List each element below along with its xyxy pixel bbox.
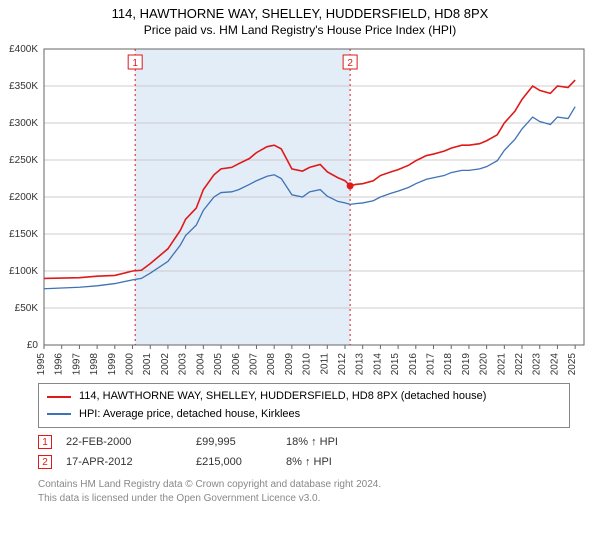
svg-text:2006: 2006	[231, 353, 242, 375]
sale-date: 22-FEB-2000	[66, 436, 196, 448]
footer-line-1: Contains HM Land Registry data © Crown c…	[38, 478, 570, 492]
svg-text:2007: 2007	[248, 353, 259, 375]
sale-row: 1 22-FEB-2000£99,99518% ↑ HPI	[38, 432, 570, 452]
svg-text:£150K: £150K	[9, 229, 38, 240]
sale-hpi: 8% ↑ HPI	[286, 456, 332, 468]
chart-svg: £0 £50K £100K £150K £200K £250K £300K £350K £400…	[0, 45, 600, 375]
svg-text:2024: 2024	[549, 353, 560, 375]
svg-text:2003: 2003	[178, 353, 189, 375]
svg-text:£100K: £100K	[9, 266, 38, 277]
svg-text:2018: 2018	[443, 353, 454, 375]
chart-subtitle: Price paid vs. HM Land Registry's House …	[0, 21, 600, 45]
footer-attribution: Contains HM Land Registry data © Crown c…	[38, 478, 570, 505]
svg-text:£250K: £250K	[9, 155, 38, 166]
svg-text:2012: 2012	[337, 353, 348, 375]
svg-text:£0: £0	[27, 340, 39, 351]
svg-text:£400K: £400K	[9, 45, 38, 55]
svg-text:2015: 2015	[390, 353, 401, 375]
svg-text:2019: 2019	[461, 353, 472, 375]
chart-container: { "title": "114, HAWTHORNE WAY, SHELLEY,…	[0, 0, 600, 505]
legend-label: 114, HAWTHORNE WAY, SHELLEY, HUDDERSFIEL…	[79, 388, 486, 406]
svg-text:2009: 2009	[284, 353, 295, 375]
svg-text:2016: 2016	[408, 353, 419, 375]
sale-marker: 1	[38, 435, 52, 449]
svg-text:2005: 2005	[213, 353, 224, 375]
sale-hpi: 18% ↑ HPI	[286, 436, 338, 448]
svg-text:1: 1	[132, 58, 138, 69]
legend: 114, HAWTHORNE WAY, SHELLEY, HUDDERSFIEL…	[38, 383, 570, 428]
svg-text:2013: 2013	[355, 353, 366, 375]
svg-text:2010: 2010	[302, 353, 313, 375]
svg-text:2001: 2001	[142, 353, 153, 375]
svg-text:1995: 1995	[36, 353, 47, 375]
svg-text:2017: 2017	[426, 353, 437, 375]
legend-row: 114, HAWTHORNE WAY, SHELLEY, HUDDERSFIEL…	[47, 388, 561, 406]
legend-swatch	[47, 396, 71, 398]
sale-price: £99,995	[196, 436, 286, 448]
svg-text:2002: 2002	[160, 353, 171, 375]
svg-text:2004: 2004	[195, 353, 206, 375]
svg-text:£200K: £200K	[9, 192, 38, 203]
svg-text:2025: 2025	[567, 353, 578, 375]
sales-list: 1 22-FEB-2000£99,99518% ↑ HPI 2 17-APR-2012…	[38, 432, 570, 472]
legend-row: HPI: Average price, detached house, Kirk…	[47, 406, 561, 424]
svg-text:2: 2	[347, 58, 353, 69]
chart-title: 114, HAWTHORNE WAY, SHELLEY, HUDDERSFIEL…	[0, 0, 600, 21]
svg-text:2023: 2023	[532, 353, 543, 375]
svg-text:1996: 1996	[54, 353, 65, 375]
legend-swatch	[47, 413, 71, 415]
sale-marker: 2	[38, 455, 52, 469]
sale-date: 17-APR-2012	[66, 456, 196, 468]
svg-text:2020: 2020	[479, 353, 490, 375]
legend-label: HPI: Average price, detached house, Kirk…	[79, 406, 300, 424]
svg-text:1997: 1997	[71, 353, 82, 375]
svg-text:2022: 2022	[514, 353, 525, 375]
svg-text:2008: 2008	[266, 353, 277, 375]
svg-text:£350K: £350K	[9, 81, 38, 92]
svg-text:1999: 1999	[107, 353, 118, 375]
svg-text:£300K: £300K	[9, 118, 38, 129]
sale-row: 2 17-APR-2012£215,0008% ↑ HPI	[38, 452, 570, 472]
footer-line-2: This data is licensed under the Open Gov…	[38, 492, 570, 506]
svg-text:£50K: £50K	[15, 303, 39, 314]
svg-text:2011: 2011	[319, 353, 330, 375]
sale-price: £215,000	[196, 456, 286, 468]
svg-text:2021: 2021	[496, 353, 507, 375]
chart-plot-area: £0 £50K £100K £150K £200K £250K £300K £350K £400…	[0, 45, 600, 375]
svg-text:1998: 1998	[89, 353, 100, 375]
svg-text:2014: 2014	[372, 353, 383, 375]
svg-text:2000: 2000	[125, 353, 136, 375]
